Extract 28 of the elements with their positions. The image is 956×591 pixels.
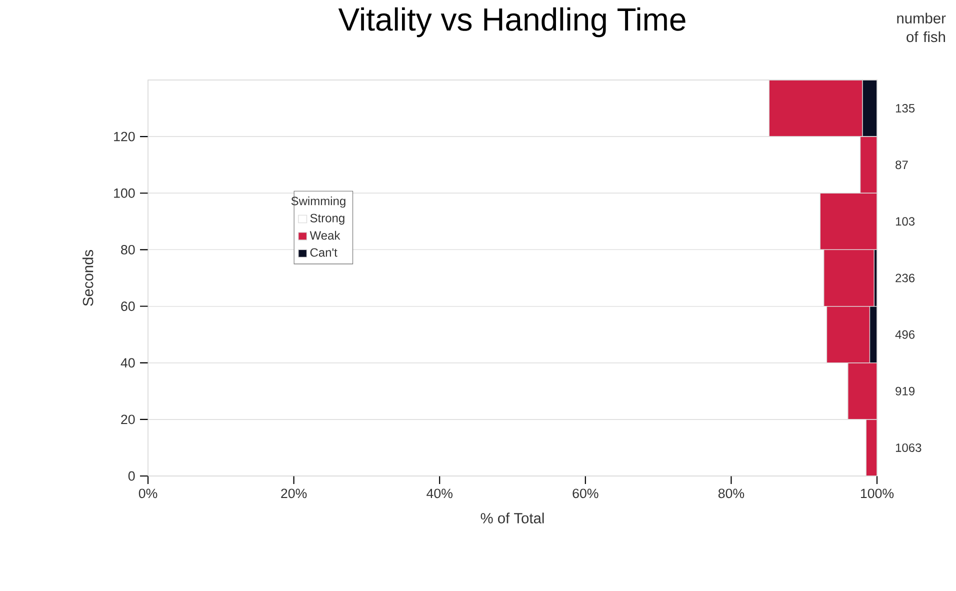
legend-title: Swimming [291,196,346,208]
y-tick-label: 60 [121,302,135,311]
y-tick-label: 40 [120,358,135,368]
x-tick-label: 60% [572,488,598,498]
y-tick-label: 0 [128,471,135,481]
y-axis-title: Seconds [82,250,94,306]
legend-label: Can't [310,248,338,257]
text: 87 [896,160,908,170]
chart-title: Vitality vs Handling Time [338,7,686,38]
text: 919 [896,386,914,396]
x-tick-label: 20% [281,488,307,498]
x-axis-title: % of Total [480,512,544,524]
y-tick-label: 100 [114,188,135,198]
y-tick-label: 80 [121,244,135,254]
text: 1063 [896,443,922,452]
text: 496 [895,330,915,339]
legend-label: Strong [310,214,344,225]
y-tick-label: 120 [114,132,135,142]
text: 135 [896,104,915,113]
x-tick-label: 80% [718,488,744,498]
x-tick-label: 100% [860,488,894,498]
x-tick-label: 0% [138,488,158,498]
text: 103 [896,217,915,226]
text: 236 [896,274,915,282]
legend-label: Weak [310,230,340,240]
y-tick-label: 20 [121,414,135,424]
text: number of fish [897,12,946,42]
x-tick-label: 40% [426,488,452,498]
